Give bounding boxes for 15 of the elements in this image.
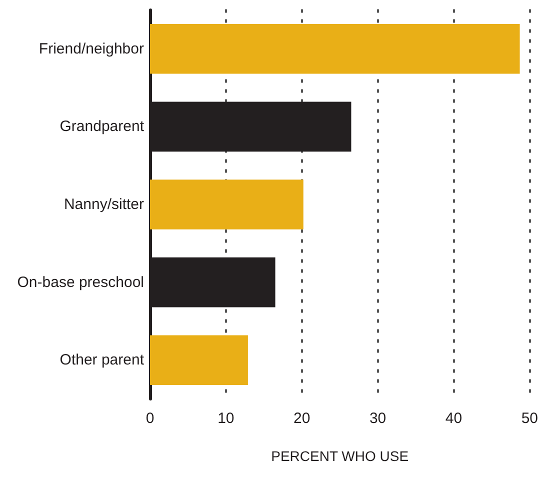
y-tick-label: Nanny/sitter: [64, 196, 144, 213]
y-tick-label: Grandparent: [60, 118, 145, 136]
y-tick-label: Friend/neighbor: [38, 40, 144, 58]
x-tick-label: 10: [218, 410, 234, 427]
x-axis-title: PERCENT WHO USE: [271, 448, 409, 464]
x-tick-label: 20: [294, 410, 310, 427]
x-tick-label: 30: [369, 410, 386, 427]
x-tick-label: 0: [146, 410, 154, 427]
y-tick-label: Other parent: [60, 352, 145, 369]
bar: [150, 24, 520, 74]
y-tick-label: On-base preschool: [17, 274, 144, 291]
bar: [150, 335, 248, 385]
x-tick-label: 40: [445, 410, 462, 427]
bar: [150, 180, 304, 230]
x-tick-label: 50: [521, 410, 538, 427]
